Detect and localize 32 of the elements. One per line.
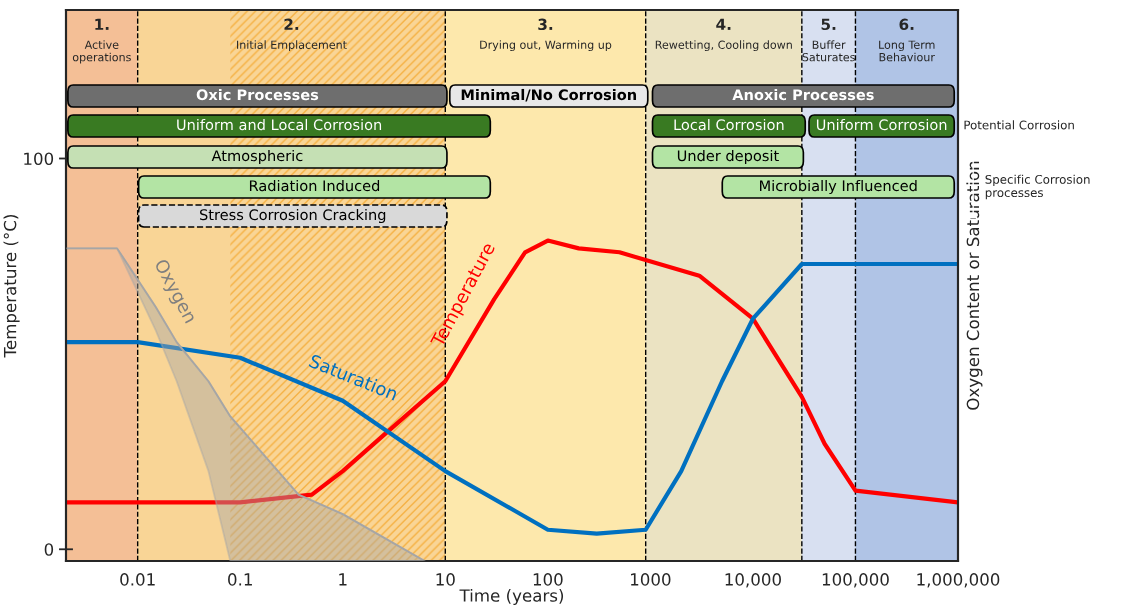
x-tick-label: 100 — [533, 573, 563, 586]
x-tick-label: 0.1 — [228, 573, 252, 586]
x-tick-label: 0.01 — [120, 573, 155, 586]
annotation: Radiation Induced — [249, 179, 380, 192]
y2-axis-title: Oxygen Content or Saturation — [966, 161, 983, 410]
annotation: Atmospheric — [211, 149, 303, 165]
band-label: 5. Buffer Saturates — [802, 18, 855, 62]
x-tick-label: 1 — [339, 573, 347, 586]
annotation: Minimal/No Corrosion — [461, 88, 637, 102]
annotation: Uniform and Local Corrosion — [177, 118, 382, 131]
annotation: Local Corrosion — [674, 118, 784, 131]
text: Specific Corrosion processes — [985, 174, 1090, 200]
band-label: 6. Long Term Behaviour — [879, 18, 935, 62]
x-tick-label: 10 — [436, 573, 455, 586]
annotation: Microbially Influenced — [760, 179, 917, 195]
annotation: Uniform Corrosion — [816, 118, 947, 131]
y-tick-label: 0 — [44, 543, 54, 556]
band-label: 1. Active operations — [72, 18, 131, 64]
x-tick-label: 1,000,000 — [917, 573, 1000, 588]
annotation: Under deposit — [677, 149, 779, 165]
x-tick-label: 10,000 — [725, 573, 781, 588]
y-axis-title: Temperature (°C) — [3, 215, 20, 358]
text: Potential Corrosion — [964, 120, 1074, 130]
annotation: Anoxic Processes — [732, 88, 874, 101]
annotation: Oxic Processes — [196, 88, 319, 101]
x-axis-title: Time (years) — [459, 588, 564, 606]
band-label: 3. Drying out, Warming up — [480, 18, 612, 52]
x-tick-label: 1000 — [631, 573, 671, 586]
x-tick-label: 100,000 — [822, 573, 889, 588]
band-label: 4. Rewetting, Cooling down — [655, 18, 792, 52]
band-label: 2. Initial Emplacement — [237, 18, 347, 52]
annotation: Stress Corrosion Cracking — [200, 208, 386, 224]
